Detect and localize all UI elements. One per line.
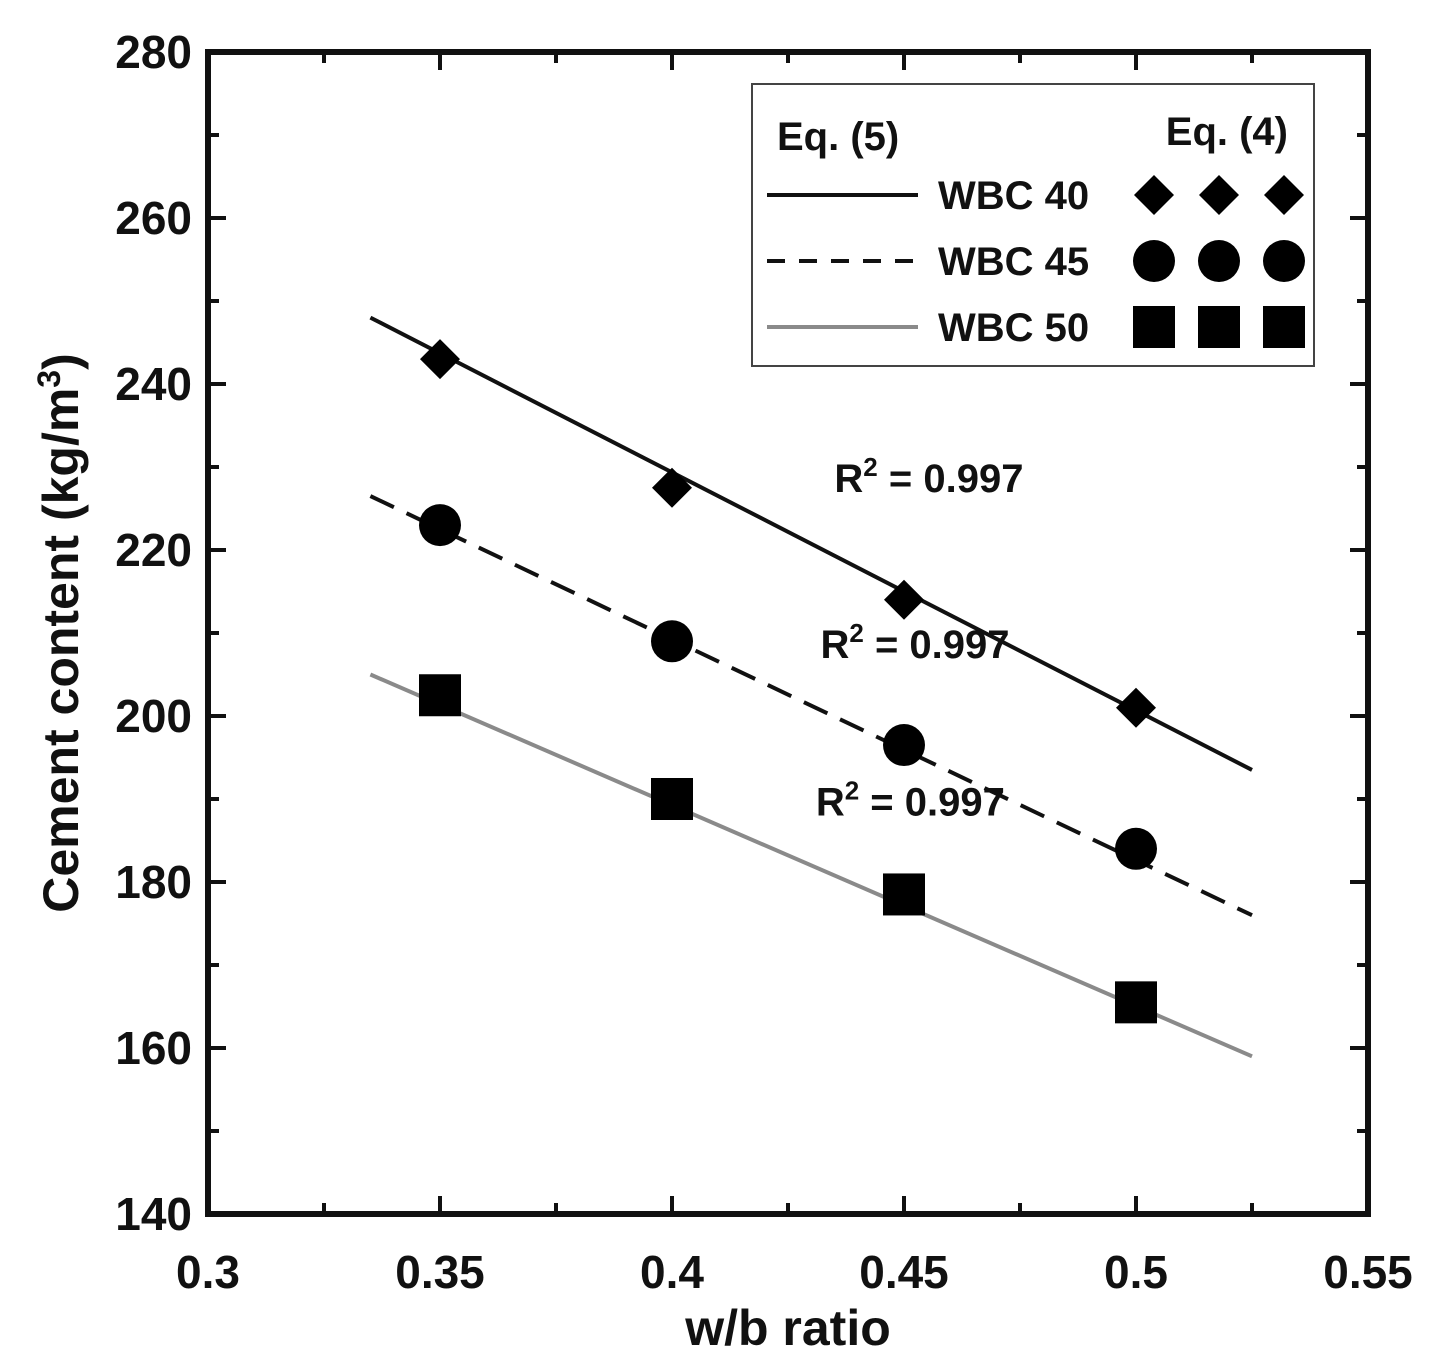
y-axis-title-main: Cement content (kg/m [33,388,89,913]
legend-marker-wbc-45 [1263,240,1305,282]
legend-label-wbc-50: WBC 50 [938,306,1089,350]
point-wbc-50 [883,873,925,916]
y-axis-title-sup: 3 [31,370,67,388]
legend-marker-wbc-45 [1198,240,1240,282]
r2-label-r: R [834,457,863,501]
fit-line-wbc-50 [369,672,1253,1059]
point-wbc-50 [651,778,693,820]
r2-label-sup: 2 [849,618,863,648]
y-tick-label: 260 [115,192,192,244]
y-tick-label: 240 [115,358,192,410]
legend-marker-wbc-50 [1133,306,1175,348]
legend-marker-wbc-50 [1198,306,1240,348]
fit-lines [369,315,1253,1059]
y-tick-label: 140 [115,1188,192,1240]
r2-label-r: R [820,623,849,667]
y-tick-label: 200 [115,690,192,742]
fit-line-wbc-45 [369,494,1253,918]
point-wbc-45 [651,620,693,663]
x-tick-label: 0.5 [1104,1246,1168,1298]
r2-label-sup: 2 [863,452,877,482]
x-axis-title: w/b ratio [684,1300,891,1356]
y-tick-label: 160 [115,1022,192,1074]
y-tick-label: 280 [115,26,192,78]
point-wbc-45 [883,724,925,767]
markers [419,339,1157,1024]
y-axis-title-suffix: ) [33,353,89,370]
legend: Eq. (5) Eq. (4) WBC 40 WBC 45 WBC 50 [751,83,1315,367]
legend-header-right: Eq. (4) [1166,110,1288,154]
r2-label-wbc-50: R2 = 0.997 [816,776,1005,825]
r2-label-r: R [816,781,845,825]
ticks [206,50,1370,1216]
point-wbc-50 [1115,981,1157,1024]
r2-label-value: = 0.997 [864,623,1010,667]
r2-label-value: = 0.997 [859,781,1005,825]
r2-label-wbc-45: R2 = 0.997 [820,618,1009,667]
legend-marker-wbc-40 [1134,175,1174,215]
x-tick-label: 0.35 [395,1246,485,1298]
r2-label-value: = 0.997 [878,457,1024,501]
point-wbc-40 [1116,687,1156,728]
legend-marker-wbc-50 [1263,306,1305,348]
y-tick-label: 180 [115,856,192,908]
x-tick-label: 0.3 [176,1246,240,1298]
point-wbc-45 [1115,827,1157,870]
legend-marker-wbc-45 [1133,240,1175,282]
legend-rows: WBC 40 WBC 45 WBC 50 [767,174,1305,350]
fit-line-wbc-40 [369,315,1253,772]
legend-label-wbc-45: WBC 45 [938,240,1089,284]
point-wbc-40 [652,467,692,508]
legend-marker-wbc-40 [1199,175,1239,215]
y-axis-title: Cement content (kg/m3) [31,353,89,913]
r2-label-sup: 2 [845,776,859,806]
x-tick-label: 0.4 [640,1246,704,1298]
y-tick-label: 220 [115,524,192,576]
r2-label-wbc-40: R2 = 0.997 [834,452,1023,501]
x-tick-label: 0.45 [859,1246,949,1298]
legend-marker-wbc-40 [1264,175,1304,215]
legend-header-left: Eq. (5) [777,115,899,159]
point-wbc-40 [420,339,460,380]
point-wbc-40 [884,579,924,620]
x-tick-label: 0.55 [1323,1246,1413,1298]
point-wbc-45 [419,504,461,547]
tick-labels: 0.3 0.35 0.4 0.45 0.5 0.55 140 160 180 200 220 240 2… [115,26,1413,1298]
point-wbc-50 [419,674,461,717]
legend-label-wbc-40: WBC 40 [938,174,1089,218]
